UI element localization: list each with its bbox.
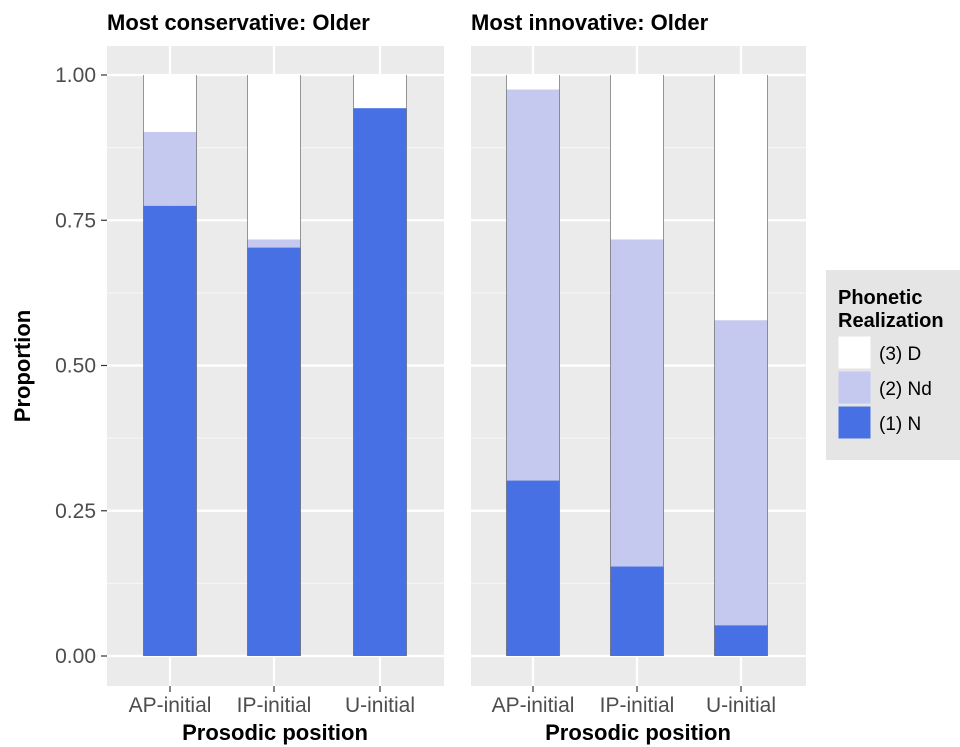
bar-segment-3-d-ip-initial: [247, 75, 301, 240]
bar-segment-1-n-u-initial: [353, 108, 407, 656]
bar-segment-3-d-u-initial: [353, 75, 407, 109]
y-tick-label: 0.00: [55, 645, 96, 668]
bar-segment-3-d-ip-initial: [610, 75, 664, 240]
x-tick-label: AP-initial: [129, 694, 212, 717]
legend-title-line-1: Phonetic: [838, 287, 922, 309]
legend-key: [837, 405, 872, 440]
y-tick-label: 1.00: [55, 64, 96, 87]
y-axis-title: Proportion: [10, 310, 35, 422]
bar-segment-1-n-ap-initial: [143, 205, 197, 656]
bar-segment-2-nd-ip-initial: [247, 239, 301, 248]
legend-label: (1) N: [879, 414, 921, 435]
legend-title-line-2: Realization: [838, 310, 944, 332]
x-tick-label: U-initial: [345, 694, 415, 717]
bar-segment-2-nd-ap-initial: [506, 89, 560, 481]
panel-most-conservative: AP-initial IP-initial U-initial: [107, 46, 444, 717]
y-axis: 0.00 0.25 0.50 0.75 1.00: [55, 64, 107, 668]
facet-title-conservative: Most conservative: Older: [107, 10, 370, 35]
legend-key: [837, 335, 872, 370]
x-tick-label: AP-initial: [492, 694, 575, 717]
bar-segment-2-nd-u-initial: [714, 320, 768, 626]
bar-segment-2-nd-ip-initial: [610, 239, 664, 567]
y-tick-label: 0.50: [55, 355, 96, 378]
legend-key: [837, 370, 872, 405]
x-tick-label: IP-initial: [237, 694, 312, 717]
legend-label: (3) D: [879, 344, 921, 365]
x-axis-title-right: Prosodic position: [545, 720, 731, 745]
x-tick-label: U-initial: [706, 694, 776, 717]
legend-label: (2) Nd: [879, 379, 932, 400]
y-tick-label: 0.75: [55, 209, 96, 232]
bar-segment-2-nd-ap-initial: [143, 131, 197, 206]
bar-segment-1-n-u-initial: [714, 625, 768, 656]
bar-segment-1-n-ap-initial: [506, 480, 560, 656]
x-tick-label: IP-initial: [600, 694, 675, 717]
bar-segment-1-n-ip-initial: [247, 247, 301, 656]
y-tick-label: 0.25: [55, 500, 96, 523]
bar-segment-3-d-u-initial: [714, 75, 768, 321]
legend: Phonetic Realization (3) D (2) Nd (1) N: [826, 270, 960, 460]
bar-segment-3-d-ap-initial: [143, 75, 197, 132]
bar-segment-3-d-ap-initial: [506, 75, 560, 90]
facet-title-innovative: Most innovative: Older: [471, 10, 709, 35]
x-axis-title-left: Prosodic position: [182, 720, 368, 745]
panel-most-innovative: AP-initial IP-initial U-initial: [471, 46, 806, 717]
bar-segment-1-n-ip-initial: [610, 566, 664, 656]
